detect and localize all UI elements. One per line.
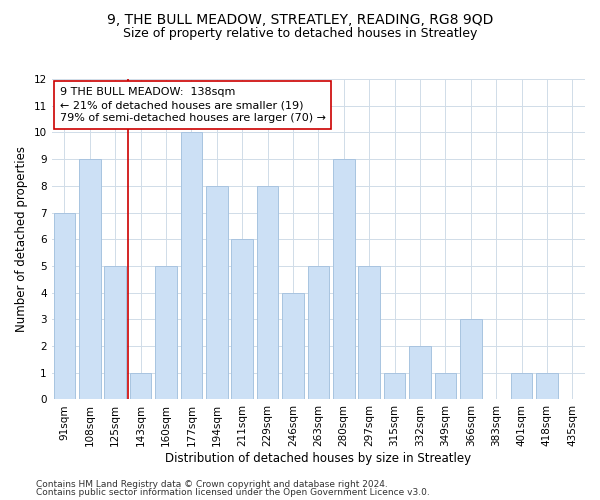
Bar xyxy=(308,266,329,400)
Bar xyxy=(536,373,557,400)
Bar xyxy=(155,266,177,400)
Bar xyxy=(104,266,126,400)
Y-axis label: Number of detached properties: Number of detached properties xyxy=(15,146,28,332)
Bar xyxy=(511,373,532,400)
Text: 9, THE BULL MEADOW, STREATLEY, READING, RG8 9QD: 9, THE BULL MEADOW, STREATLEY, READING, … xyxy=(107,12,493,26)
Bar xyxy=(130,373,151,400)
Bar xyxy=(333,159,355,400)
Bar xyxy=(384,373,406,400)
Text: Size of property relative to detached houses in Streatley: Size of property relative to detached ho… xyxy=(123,28,477,40)
Bar xyxy=(358,266,380,400)
Bar xyxy=(181,132,202,400)
Bar xyxy=(206,186,227,400)
Bar xyxy=(409,346,431,400)
Text: 9 THE BULL MEADOW:  138sqm
← 21% of detached houses are smaller (19)
79% of semi: 9 THE BULL MEADOW: 138sqm ← 21% of detac… xyxy=(59,87,326,124)
Bar xyxy=(257,186,278,400)
Bar xyxy=(282,292,304,400)
Bar xyxy=(434,373,456,400)
Bar xyxy=(460,320,482,400)
Bar xyxy=(232,239,253,400)
Bar xyxy=(79,159,101,400)
Bar xyxy=(53,212,75,400)
Text: Contains public sector information licensed under the Open Government Licence v3: Contains public sector information licen… xyxy=(36,488,430,497)
X-axis label: Distribution of detached houses by size in Streatley: Distribution of detached houses by size … xyxy=(165,452,472,465)
Text: Contains HM Land Registry data © Crown copyright and database right 2024.: Contains HM Land Registry data © Crown c… xyxy=(36,480,388,489)
